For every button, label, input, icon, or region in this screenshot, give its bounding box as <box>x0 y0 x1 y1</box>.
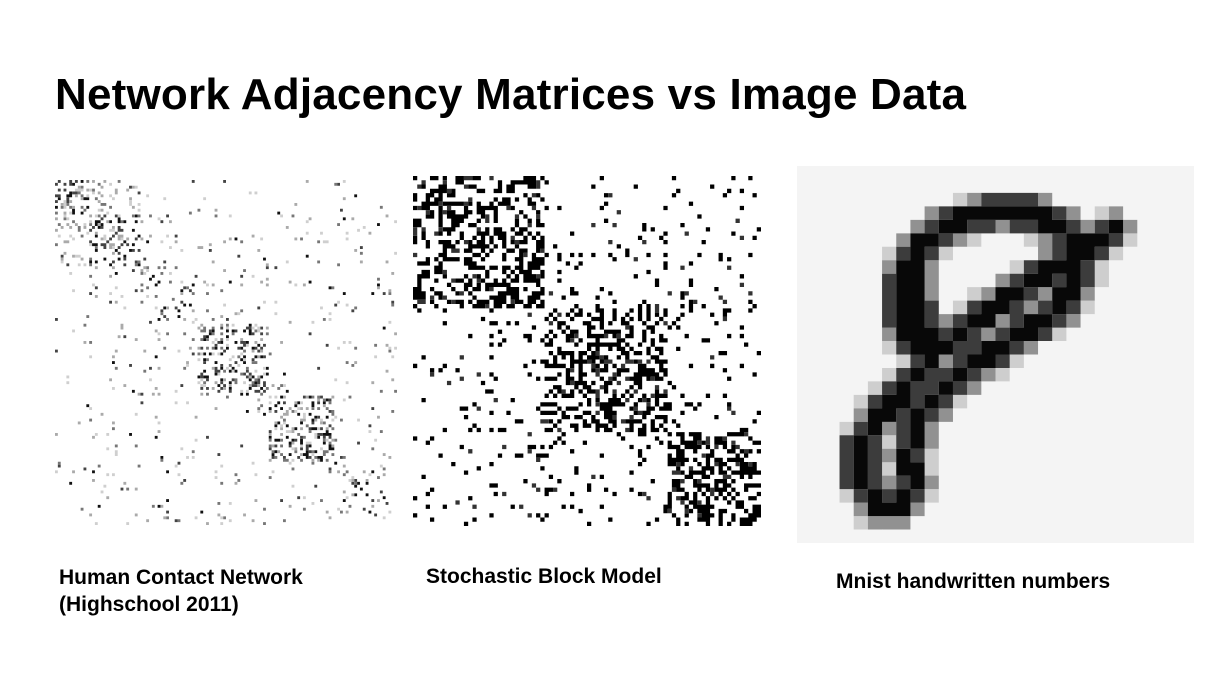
contact-network-matrix-cells <box>55 180 395 523</box>
mnist-caption-line1: Mnist handwritten numbers <box>836 570 1111 593</box>
sbm-matrix-cells <box>413 176 761 526</box>
sbm-caption: Stochastic Block Model <box>426 563 662 590</box>
sbm-matrix-image <box>413 176 761 526</box>
mnist-digit-pixels <box>839 192 1124 503</box>
mnist-digit-pixels <box>839 192 1138 530</box>
contact-network-caption-line2: (Highschool 2011) <box>59 593 239 616</box>
sbm-matrix-cells <box>413 176 753 518</box>
contact-network-matrix-image <box>55 180 397 525</box>
mnist-digit-pixels <box>853 206 1124 517</box>
slide-title: Network Adjacency Matrices vs Image Data <box>55 70 967 119</box>
contact-network-caption: Human Contact Network (Highschool 2011) <box>59 564 303 618</box>
mnist-digit <box>839 192 1138 530</box>
contact-network-caption-line1: Human Contact Network <box>59 566 303 589</box>
contact-network-matrix <box>55 180 397 525</box>
sbm-matrix <box>413 176 761 526</box>
sbm-caption-line1: Stochastic Block Model <box>426 565 662 588</box>
mnist-caption: Mnist handwritten numbers <box>836 568 1110 595</box>
mnist-digit-image <box>797 166 1194 543</box>
